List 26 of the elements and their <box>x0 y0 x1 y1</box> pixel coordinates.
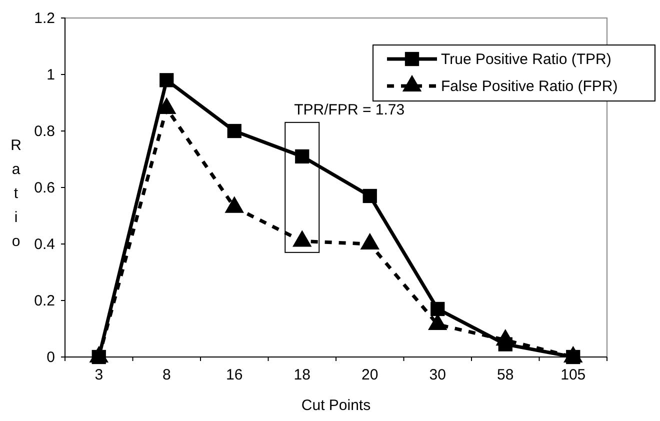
x-tick-label: 8 <box>162 366 171 384</box>
y-tick-label: 0.8 <box>34 122 55 140</box>
annotation: TPR/FPR = 1.73 <box>294 101 405 118</box>
y-tick-label: 0.2 <box>34 292 55 310</box>
y-tick-label: 0 <box>46 348 55 366</box>
y-tick-label: 1 <box>46 66 55 84</box>
x-tick-label: 105 <box>560 366 586 384</box>
x-tick-label: 30 <box>429 366 446 384</box>
point <box>362 188 377 204</box>
point <box>360 232 380 250</box>
x-tick-label: 20 <box>362 366 378 384</box>
point <box>295 149 310 164</box>
legend-label: False Positive Ratio (FPR) <box>441 78 618 95</box>
y-tick-label: 1.2 <box>34 10 55 27</box>
point <box>292 230 312 247</box>
x-tick-label: 58 <box>497 366 514 384</box>
x-axis-title: Cut Points <box>301 397 371 414</box>
y-tick-label: 0.4 <box>34 236 55 253</box>
y-axis-title: Ratio <box>10 137 22 250</box>
point <box>160 73 174 88</box>
legend-label: True Positive Ratio (TPR) <box>441 51 612 68</box>
x-tick-label: 3 <box>94 366 104 384</box>
x-tick-label: 18 <box>294 366 310 384</box>
x-tick-label: 16 <box>226 366 243 384</box>
point <box>227 124 242 138</box>
y-tick-label: 0.6 <box>34 179 55 196</box>
